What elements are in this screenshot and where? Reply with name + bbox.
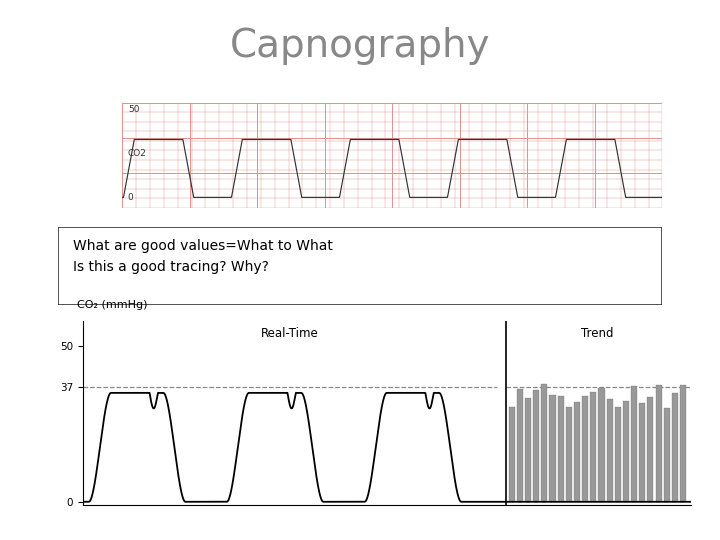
Bar	[623, 401, 629, 502]
Bar	[574, 402, 580, 502]
Bar	[664, 408, 670, 502]
Bar	[557, 396, 564, 502]
Text: 50: 50	[128, 105, 139, 114]
Bar	[508, 407, 515, 502]
Bar	[672, 394, 678, 502]
Bar	[598, 388, 605, 502]
Bar	[631, 386, 637, 502]
Bar	[517, 389, 523, 502]
Bar	[606, 399, 613, 502]
Bar	[655, 385, 662, 502]
Text: Capnography: Capnography	[230, 27, 490, 65]
Bar	[549, 395, 556, 502]
Bar	[615, 407, 621, 502]
Bar	[533, 390, 539, 502]
Text: CO₂ (mmHg): CO₂ (mmHg)	[77, 300, 147, 310]
Bar	[566, 407, 572, 502]
Text: Trend: Trend	[580, 327, 613, 340]
Bar	[680, 385, 686, 502]
Bar	[647, 397, 654, 502]
Bar	[590, 392, 596, 502]
Bar	[541, 384, 547, 502]
Text: CO2: CO2	[128, 148, 147, 158]
Bar	[582, 396, 588, 502]
Text: What are good values=What to What
Is this a good tracing? Why?: What are good values=What to What Is thi…	[73, 239, 333, 274]
Text: Real-Time: Real-Time	[261, 327, 318, 340]
Text: 0: 0	[128, 193, 133, 202]
Bar	[639, 403, 645, 502]
Bar	[525, 397, 531, 502]
